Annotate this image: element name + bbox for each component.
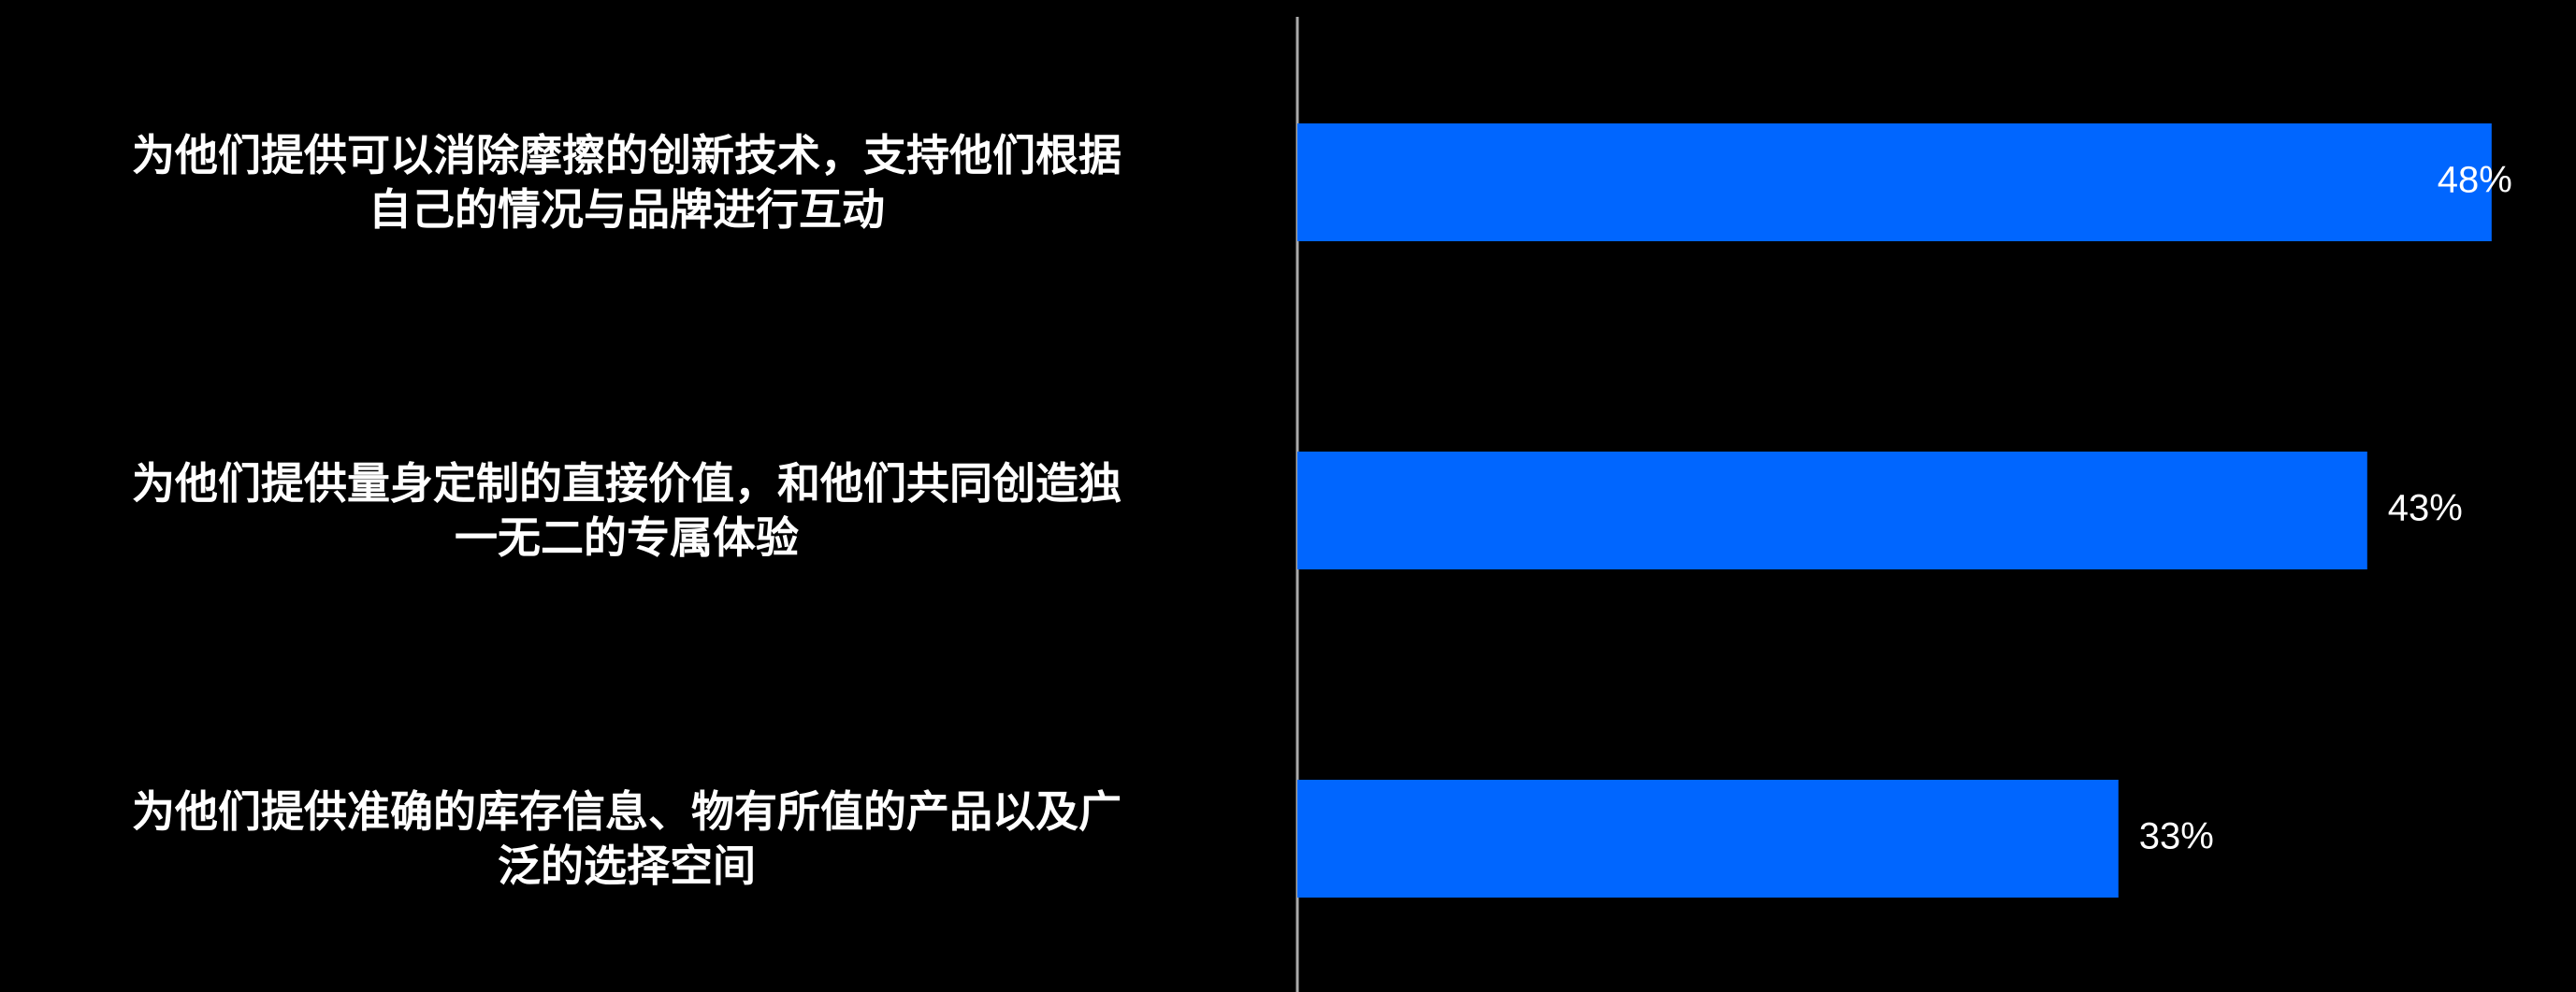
value-label-1: 48% [2438,160,2512,201]
bar-3 [1297,780,2119,898]
category-label-1: 为他们提供可以消除摩擦的创新技术，支持他们根据 自己的情况与品牌进行互动 [0,128,1253,237]
bar-2 [1297,452,2367,569]
value-label-3: 33% [2139,816,2214,857]
bars-group [1297,123,2492,898]
value-label-2: 43% [2388,488,2463,529]
category-label-1-line-1: 为他们提供可以消除摩擦的创新技术，支持他们根据 [132,130,1122,180]
category-label-2: 为他们提供量身定制的直接价值，和他们共同创造独 一无二的专属体验 [0,456,1253,565]
category-label-2-line-1: 为他们提供量身定制的直接价值，和他们共同创造独 [132,458,1122,509]
bar-1 [1297,123,2492,241]
value-labels-group: 48% 43% 33% [2139,160,2512,857]
category-label-2-line-2: 一无二的专属体验 [455,512,799,563]
category-label-3-line-1: 为他们提供准确的库存信息、物有所值的产品以及广 [132,786,1122,837]
category-label-1-line-2: 自己的情况与品牌进行互动 [369,184,885,235]
category-label-3: 为他们提供准确的库存信息、物有所值的产品以及广 泛的选择空间 [0,784,1253,893]
category-label-3-line-2: 泛的选择空间 [498,841,756,891]
